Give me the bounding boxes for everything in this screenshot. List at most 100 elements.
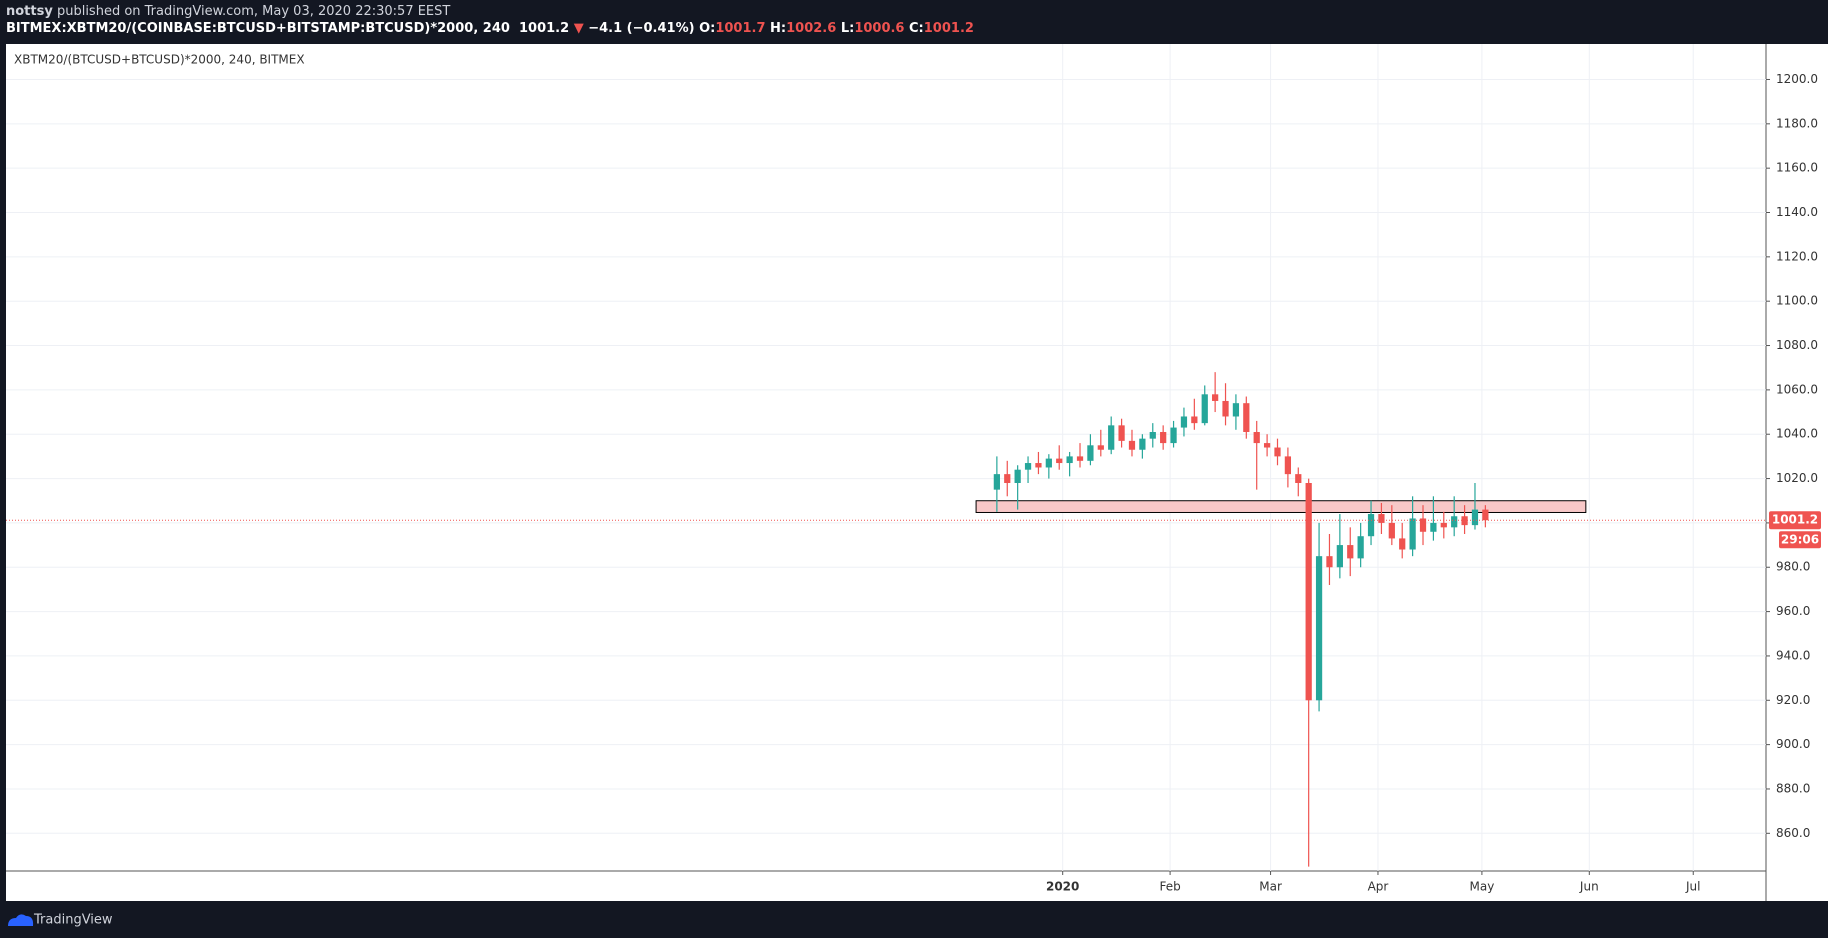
y-tick-label: 960.0 [1776, 604, 1810, 618]
candle-body [993, 474, 1000, 490]
header: nottsy published on TradingView.com, May… [0, 0, 1828, 44]
x-tick-label: Feb [1159, 880, 1180, 894]
candle-body [1482, 509, 1489, 521]
candle-body [1419, 518, 1427, 532]
candle-body [1004, 474, 1011, 483]
candle-body [1399, 538, 1406, 550]
price-label-bg [1769, 511, 1821, 530]
y-tick-label: 980.0 [1776, 560, 1810, 574]
y-tick-label: 880.0 [1776, 781, 1810, 795]
y-tick-label: 1180.0 [1776, 116, 1818, 130]
candle-body [1471, 509, 1479, 526]
c-label: C: [909, 21, 924, 36]
candle-body [1409, 518, 1416, 550]
candle-body [1326, 556, 1333, 568]
candle-body [1139, 438, 1146, 450]
countdown: 29:06 [1781, 533, 1819, 547]
candle-body [1284, 456, 1292, 475]
candle-body [1087, 445, 1094, 461]
h-label: H: [770, 21, 787, 36]
candle-body [1336, 545, 1343, 568]
candle-body [1160, 432, 1167, 444]
candle-body [1170, 427, 1177, 444]
candle-body [1315, 556, 1323, 701]
l: 1000.6 [854, 21, 905, 36]
candle-body [1274, 447, 1281, 457]
candle-body [1222, 400, 1229, 417]
arrow: ▼ [573, 21, 584, 36]
price-axis [1766, 44, 1828, 901]
candle-body [1128, 440, 1136, 450]
candle-body [1076, 456, 1084, 461]
h: 1002.6 [786, 21, 837, 36]
candle-body [1295, 474, 1302, 483]
o: 1001.7 [715, 21, 766, 36]
time-axis [6, 871, 1766, 901]
c: 1001.2 [923, 21, 974, 36]
y-tick-label: 900.0 [1776, 737, 1810, 751]
candle-body [1357, 536, 1364, 559]
candle-body [1440, 522, 1447, 528]
author: nottsy [6, 4, 53, 19]
candle-body [1097, 445, 1104, 450]
y-tick-label: 1080.0 [1776, 338, 1818, 352]
legend: XBTM20/(BTCUSD+BTCUSD)*2000, 240, BITMEX [14, 53, 305, 67]
y-tick-label: 1020.0 [1776, 471, 1818, 485]
last: 1001.2 [518, 21, 570, 36]
symbol: BITMEX:XBTM20/(COINBASE:BTCUSD+BITSTAMP:… [6, 21, 510, 36]
candle-body [1378, 514, 1385, 523]
published: published on TradingView.com, May 03, 20… [56, 4, 451, 19]
candle-body [1451, 516, 1458, 528]
y-tick-label: 1040.0 [1776, 427, 1818, 441]
publish-line: nottsy published on TradingView.com, May… [6, 4, 450, 19]
y-tick-label: 1160.0 [1776, 161, 1818, 175]
candle-body [1191, 416, 1198, 424]
candle-body [1045, 458, 1052, 468]
y-tick-label: 1120.0 [1776, 249, 1818, 263]
logo [8, 914, 34, 926]
candle-body [1367, 514, 1375, 537]
y-tick-label: 1140.0 [1776, 205, 1818, 219]
candle-body [1066, 456, 1073, 464]
y-tick-label: 920.0 [1776, 693, 1810, 707]
x-tick-label: Apr [1368, 880, 1389, 894]
candle-body [1232, 403, 1240, 417]
candle-body [1149, 432, 1156, 439]
plot [6, 44, 1766, 871]
symbol-line: BITMEX:XBTM20/(COINBASE:BTCUSD+BITSTAMP:… [6, 21, 974, 36]
candle-body [1212, 394, 1219, 401]
plot-bg [6, 44, 1766, 871]
y-tick-label: 1100.0 [1776, 294, 1818, 308]
candle-body [1118, 425, 1125, 441]
candle-body [1180, 416, 1188, 428]
change: −4.1 (−0.41%) [588, 21, 695, 36]
candle-body [1253, 432, 1260, 444]
candle-body [1430, 522, 1437, 532]
price-label: 1001.2 [1772, 513, 1818, 527]
candle-body [1056, 458, 1063, 464]
y-tick-label: 1060.0 [1776, 382, 1818, 396]
candle-body [1035, 463, 1042, 468]
candle-body [1388, 522, 1395, 539]
countdown-bg [1779, 531, 1821, 549]
x-tick-label: Jun [1579, 880, 1599, 894]
x-tick-label: Mar [1259, 880, 1282, 894]
candle-body [1305, 482, 1312, 701]
l-label: L: [840, 21, 855, 36]
zone [975, 500, 1587, 513]
candle-body [1201, 394, 1208, 424]
o-label: O: [699, 21, 716, 36]
candle-body [1014, 469, 1021, 483]
y-tick-label: 940.0 [1776, 648, 1810, 662]
y-tick-label: 1200.0 [1776, 72, 1818, 86]
brand: TradingView [33, 913, 113, 928]
candle-body [1243, 403, 1250, 433]
candle-body [1024, 463, 1032, 470]
candle-body [1263, 443, 1271, 448]
x-tick-label: 2020 [1046, 880, 1079, 894]
x-tick-label: May [1469, 880, 1494, 894]
y-tick-label: 860.0 [1776, 826, 1810, 840]
candle-body [1347, 545, 1354, 559]
